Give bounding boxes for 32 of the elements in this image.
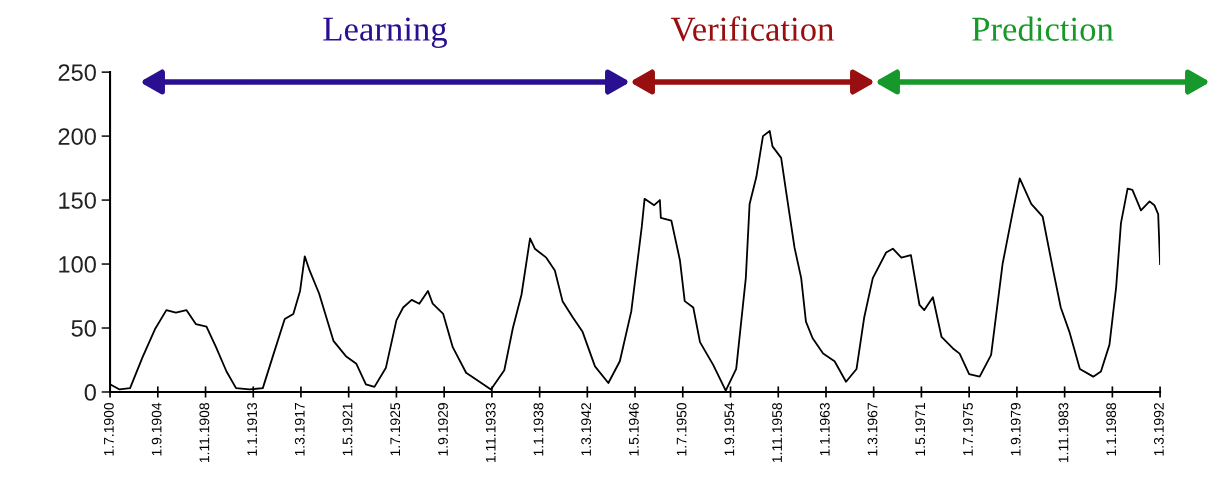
x-tick-label: 1.7.1950 — [676, 402, 687, 456]
x-tick-label: 1.7.1925 — [390, 402, 401, 456]
x-tick-label: 1.3.1917 — [294, 403, 305, 456]
y-tick-label: 50 — [71, 320, 96, 337]
text: Verification — [670, 16, 834, 42]
x-tick-label: 1.1.1913 — [247, 403, 257, 456]
x-tick-label: 1.3.1967 — [867, 403, 878, 456]
y-tick-label: 100 — [59, 256, 96, 273]
y-tick-label: 250 — [58, 64, 96, 81]
x-tick-label: 1.1.1938 — [533, 403, 544, 456]
text: Learning — [323, 17, 447, 48]
x-tick-label: 1.9.1904 — [151, 402, 162, 456]
x-tick-label: 1.3.1942 — [581, 403, 592, 456]
x-tick-label: 1.11.1933 — [485, 403, 496, 463]
x-tick-label: 1.5.1971 — [915, 403, 926, 456]
x-tick-label: 1.5.1946 — [628, 403, 639, 456]
x-tick-label: 1.9.1979 — [1010, 403, 1021, 456]
y-tick-label: 150 — [59, 192, 96, 209]
x-tick-label: 1.7.1900 — [103, 402, 114, 456]
x-tick-label: 1.5.1921 — [342, 403, 353, 456]
x-tick-label: 1.1.1963 — [819, 403, 830, 456]
x-tick-label: 1.9.1954 — [724, 402, 735, 456]
x-tick-label: 1.11.1908 — [199, 403, 210, 463]
x-tick-label: 1.9.1929 — [438, 403, 448, 456]
x-tick-label: 1.7.1975 — [963, 402, 973, 456]
x-tick-label: 1.3.1992 — [1153, 403, 1164, 456]
y-tick-label: 0 — [84, 384, 96, 401]
x-tick-label: 1.11.1983 — [1058, 403, 1069, 463]
text: Prediction — [972, 16, 1114, 41]
x-tick-label: 1.11.1958 — [772, 403, 782, 463]
x-tick-label: 1.1.1988 — [1106, 403, 1117, 456]
y-tick-label: 200 — [58, 128, 96, 145]
